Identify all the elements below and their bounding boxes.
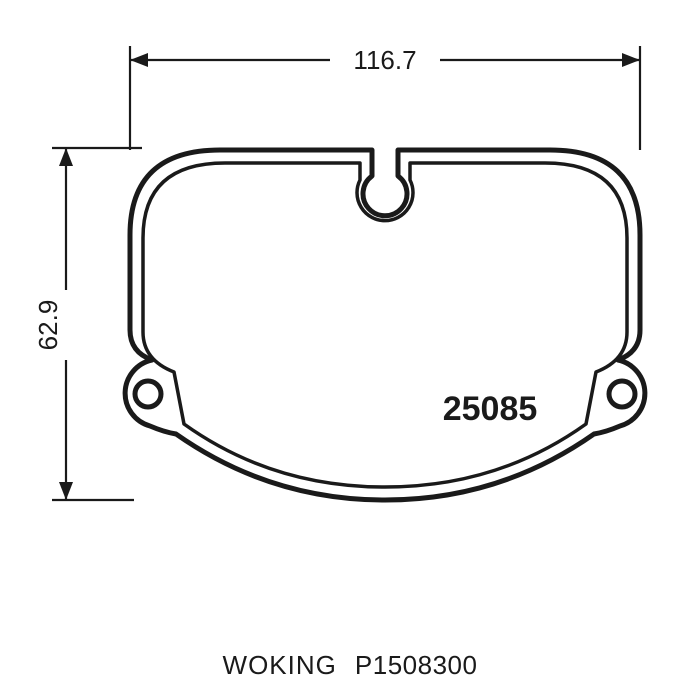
- brand-bar: WOKING P1508300: [0, 630, 700, 700]
- pad-outer-outline: [125, 150, 645, 500]
- brake-pad: 25085: [125, 150, 645, 500]
- dim-height-value: 62.9: [33, 300, 63, 351]
- part-number: P1508300: [355, 650, 478, 681]
- brand-name: WOKING: [223, 650, 337, 681]
- pad-stamp: 25085: [443, 390, 538, 428]
- dim-height: 62.9: [33, 148, 142, 500]
- mount-hole-right: [609, 381, 635, 407]
- dim-width-value: 116.7: [353, 45, 416, 75]
- dim-width: 116.7: [130, 45, 640, 150]
- technical-drawing: 116.7 62.9 25085: [0, 0, 700, 630]
- drawing-canvas: 116.7 62.9 25085: [0, 0, 700, 700]
- mount-hole-left: [135, 381, 161, 407]
